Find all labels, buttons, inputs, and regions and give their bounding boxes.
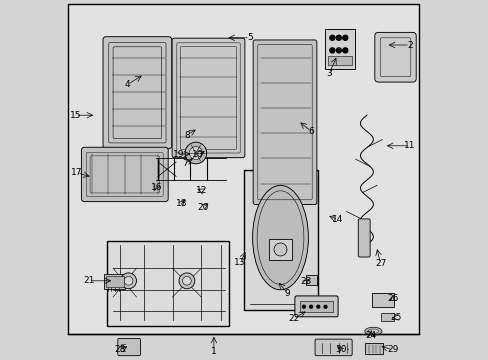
FancyBboxPatch shape [358,219,369,257]
Circle shape [342,35,347,40]
Circle shape [273,243,286,256]
Text: 30: 30 [335,346,346,354]
FancyBboxPatch shape [374,32,415,82]
FancyBboxPatch shape [103,37,171,149]
FancyBboxPatch shape [253,40,316,204]
Text: 5: 5 [246,33,252,42]
Bar [268,239,292,260]
Circle shape [124,276,133,285]
Bar [305,275,316,285]
Text: 23: 23 [300,277,311,286]
FancyBboxPatch shape [118,338,140,356]
Text: 22: 22 [288,314,299,323]
Text: 18: 18 [175,199,187,208]
Text: 29: 29 [386,346,398,354]
FancyBboxPatch shape [314,339,351,356]
Bar [244,170,317,310]
Text: 7: 7 [182,159,187,168]
Text: 16: 16 [150,183,162,192]
Text: 20: 20 [197,202,208,212]
Text: 11: 11 [404,141,415,150]
Circle shape [182,276,191,285]
Bar [325,29,354,69]
Text: 26: 26 [386,294,398,303]
Bar [371,293,393,307]
Bar [105,276,123,287]
FancyBboxPatch shape [81,147,168,202]
Text: 14: 14 [332,215,343,224]
Circle shape [329,35,334,40]
Text: 1: 1 [211,346,216,356]
Text: 12: 12 [196,186,207,195]
Text: 2: 2 [407,41,412,50]
Bar [381,313,393,321]
Circle shape [179,273,194,289]
Text: 10: 10 [192,150,203,159]
Circle shape [316,305,319,308]
Bar [300,301,332,312]
Circle shape [329,48,334,53]
Bar [104,274,125,289]
Text: 6: 6 [307,127,313,136]
Text: 21: 21 [83,276,95,285]
Text: 3: 3 [325,69,331,78]
Text: 8: 8 [183,131,189,140]
Circle shape [324,305,326,308]
Circle shape [185,142,206,164]
Ellipse shape [252,185,308,290]
Circle shape [336,35,341,40]
Circle shape [336,48,341,53]
Ellipse shape [364,327,381,335]
Text: 13: 13 [234,258,245,267]
Bar [365,343,383,354]
Text: 25: 25 [389,313,401,322]
Bar [328,56,351,65]
Text: 24: 24 [365,331,376,340]
Circle shape [189,147,202,159]
Circle shape [302,305,305,308]
FancyBboxPatch shape [294,296,337,317]
Text: 4: 4 [124,80,130,89]
Circle shape [342,48,347,53]
Circle shape [121,273,136,289]
Text: 19: 19 [173,150,184,159]
Text: 28: 28 [114,346,126,354]
Text: 9: 9 [284,289,290,298]
Bar [107,241,229,326]
Text: 17: 17 [71,168,82,177]
FancyBboxPatch shape [172,38,244,158]
Circle shape [309,305,312,308]
Ellipse shape [367,329,378,333]
Text: 27: 27 [374,259,386,268]
Text: 15: 15 [69,111,81,120]
